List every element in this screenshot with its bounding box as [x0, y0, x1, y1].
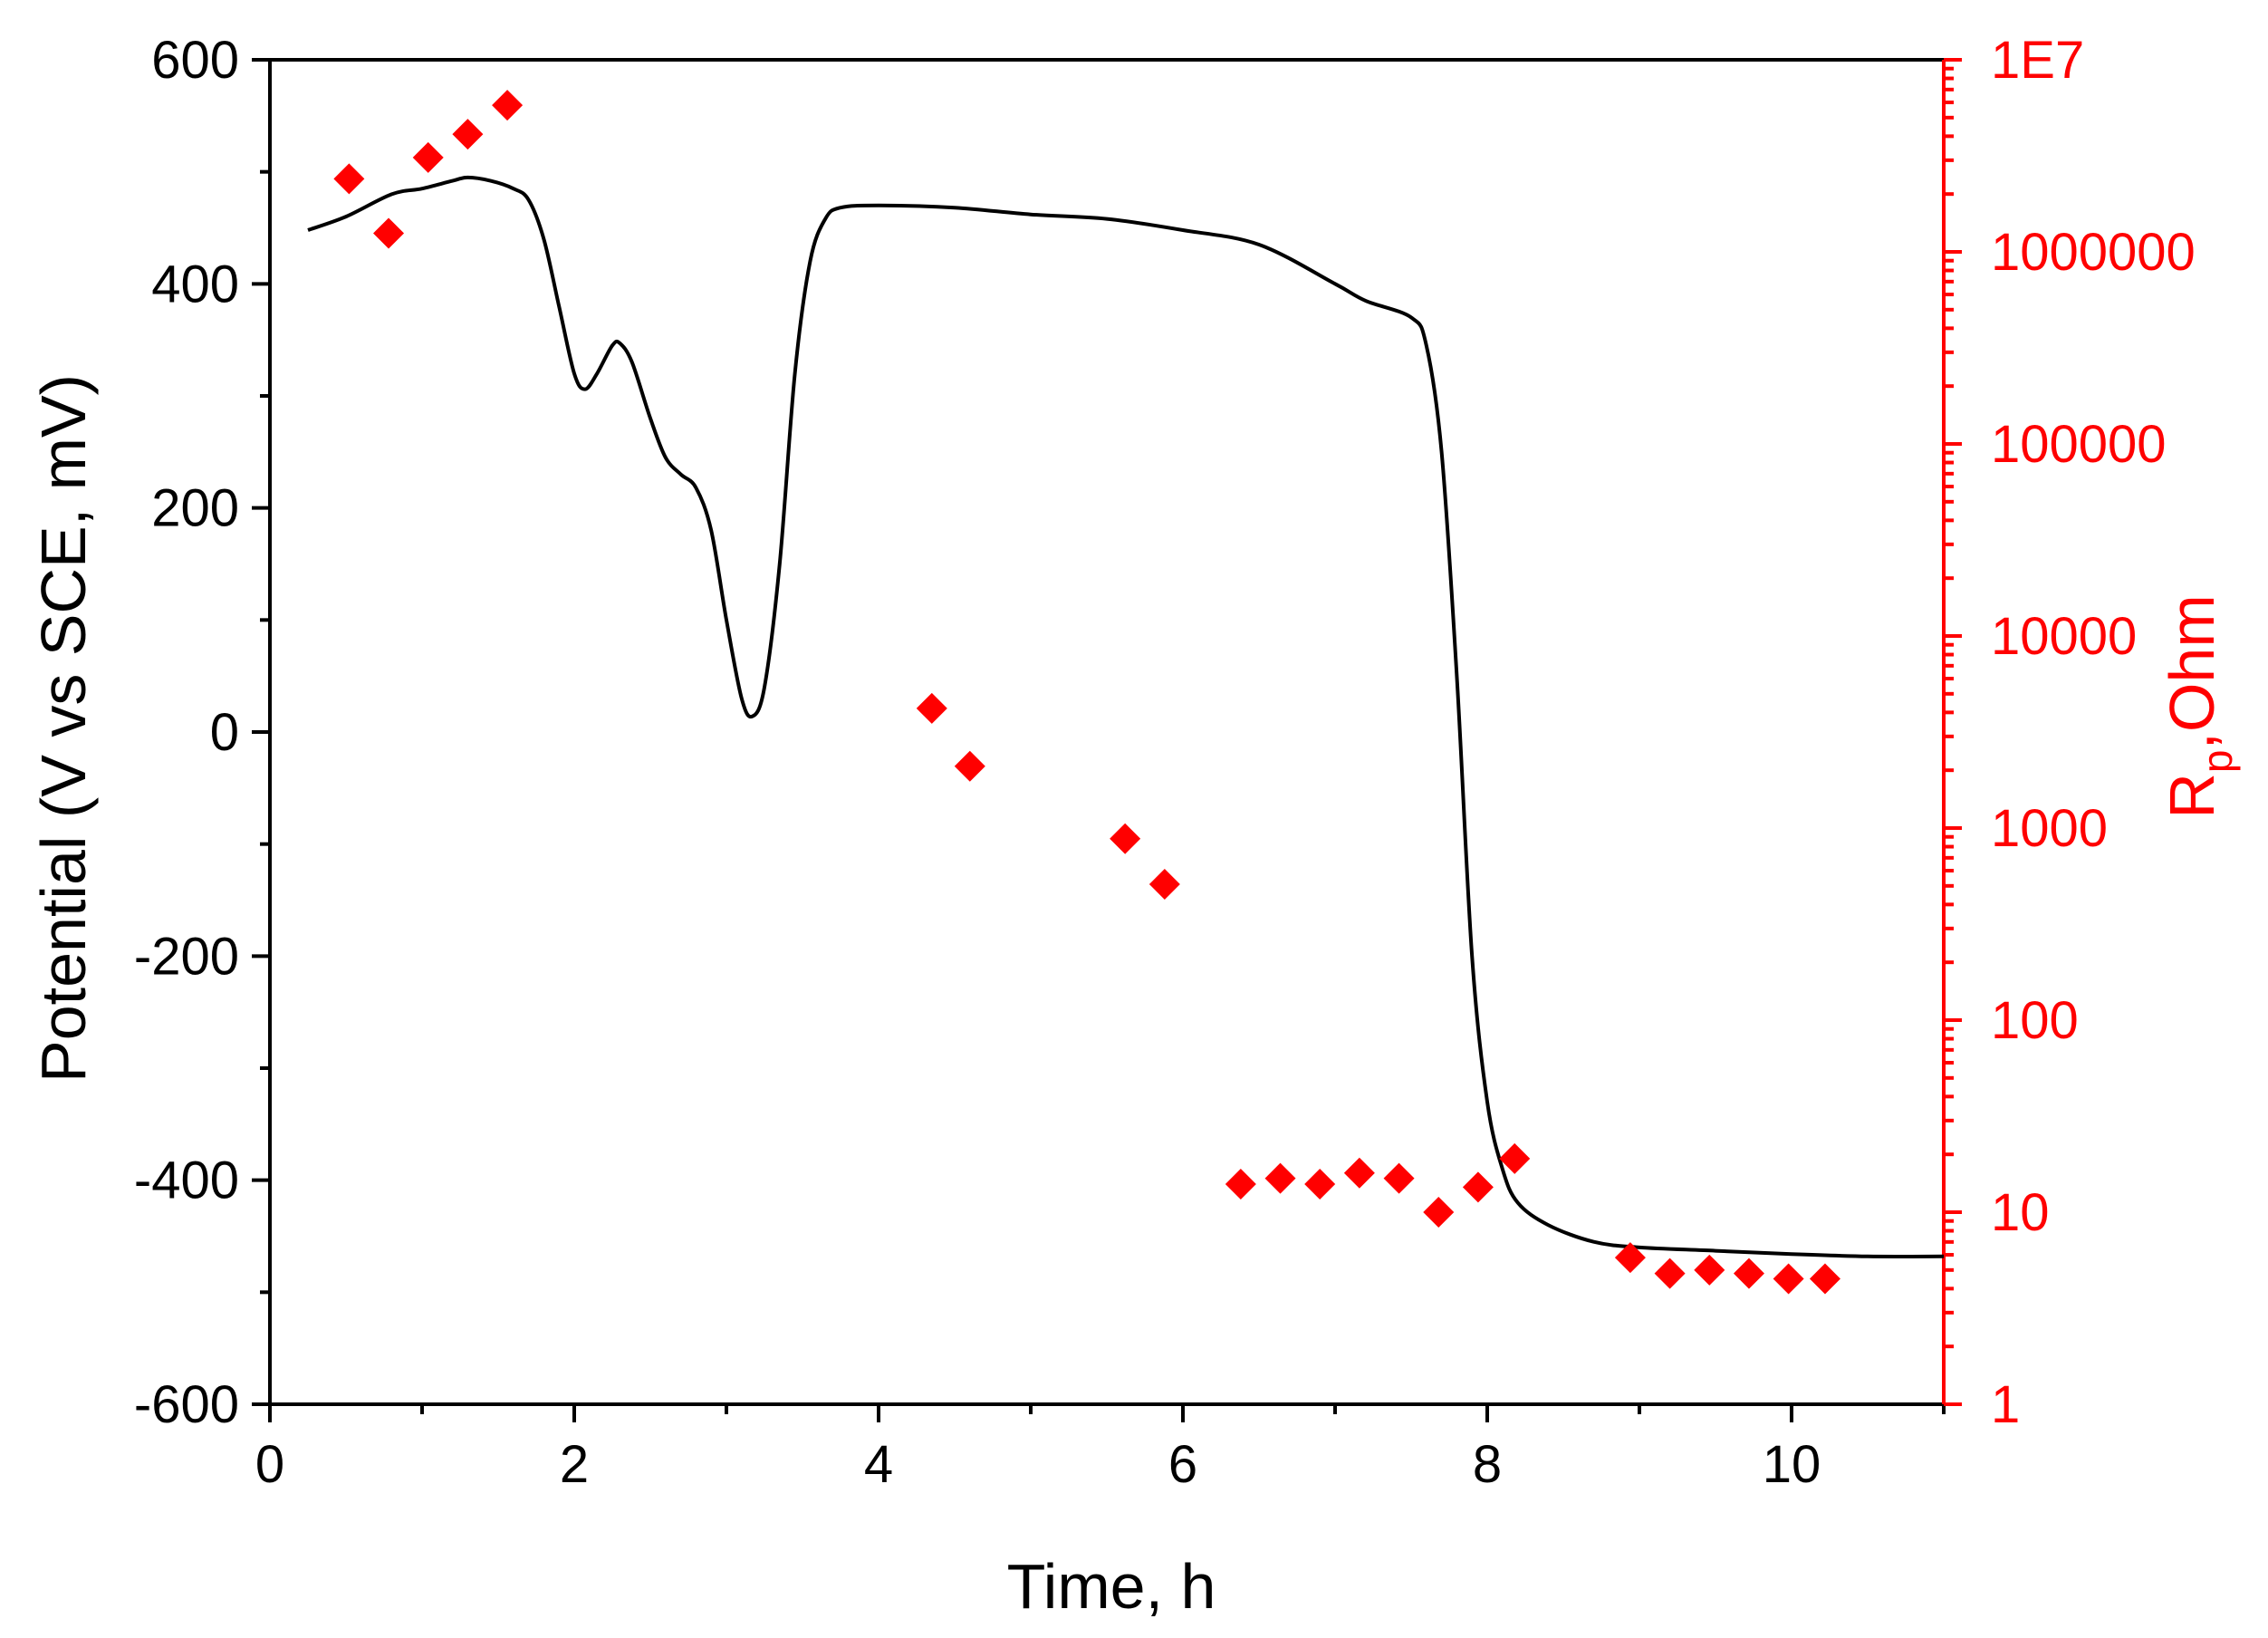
y2-axis-title-sub: p	[2194, 749, 2241, 773]
rp-marker	[1110, 823, 1141, 854]
x-tick-label: 10	[1763, 1435, 1821, 1494]
y-axis-title: Potential (V vs SCE, mV)	[28, 374, 99, 1083]
x-tick-label: 2	[560, 1435, 589, 1494]
rp-marker	[1304, 1169, 1336, 1200]
y2-axis-title-rest: ,Ohm	[2157, 594, 2227, 749]
rp-marker	[1614, 1242, 1646, 1274]
rp-marker	[373, 217, 405, 249]
y2-tick-label: 1	[1991, 1375, 2020, 1434]
axes	[268, 58, 1946, 1406]
rp-marker	[1225, 1169, 1256, 1200]
y-tick-label: 200	[151, 479, 239, 538]
series	[307, 90, 1945, 1295]
x-tick-label: 0	[255, 1435, 284, 1494]
y-tick-label: 400	[151, 255, 239, 313]
rp-marker	[1694, 1254, 1725, 1286]
rp-marker	[1343, 1157, 1375, 1189]
rp-marker	[1383, 1162, 1415, 1194]
y2-tick-label: 10	[1991, 1183, 2050, 1242]
y2-tick-label: 10000	[1991, 607, 2137, 666]
y-tick-label: -200	[134, 927, 239, 986]
rp-marker	[1773, 1263, 1804, 1295]
ticks	[252, 58, 1962, 1422]
x-tick-label: 8	[1473, 1435, 1502, 1494]
y2-axis-title-main: R	[2157, 773, 2227, 819]
x-tick-label: 6	[1168, 1435, 1197, 1494]
rp-marker	[412, 141, 444, 173]
x-axis-title: Time, h	[1007, 1551, 1216, 1622]
y2-axis-title: Rp,Ohm	[2157, 594, 2241, 818]
y2-tick-label: 100000	[1991, 415, 2167, 474]
rp-marker	[954, 750, 985, 782]
rp-marker	[492, 90, 524, 121]
rp-marker	[1654, 1257, 1686, 1289]
x-tick-label: 4	[864, 1435, 893, 1494]
y-tick-label: 0	[210, 703, 239, 762]
rp-marker	[1499, 1142, 1531, 1174]
y2-tick-label: 1000	[1991, 799, 2108, 858]
y-tick-label: -400	[134, 1151, 239, 1210]
tick-labels: 0 2 4 6 8 10 600 400 200 0 -200 -400 -600 1E7 1000000 1…	[134, 31, 2196, 1494]
rp-marker	[452, 119, 484, 150]
rp-marker	[1733, 1257, 1764, 1289]
y2-tick-label: 100	[1991, 991, 2079, 1050]
rp-marker	[1264, 1162, 1296, 1194]
rp-marker	[1462, 1171, 1494, 1203]
y2-tick-label: 1000000	[1991, 223, 2196, 282]
potential-line	[307, 175, 1945, 1258]
rp-marker	[1423, 1197, 1455, 1228]
rp-marker	[916, 692, 947, 724]
rp-marker	[333, 163, 365, 195]
y-tick-label: -600	[134, 1375, 239, 1434]
rp-marker	[1148, 868, 1180, 900]
y-tick-label: 600	[151, 31, 239, 90]
y2-tick-label: 1E7	[1991, 31, 2084, 90]
rp-marker	[1809, 1263, 1840, 1295]
